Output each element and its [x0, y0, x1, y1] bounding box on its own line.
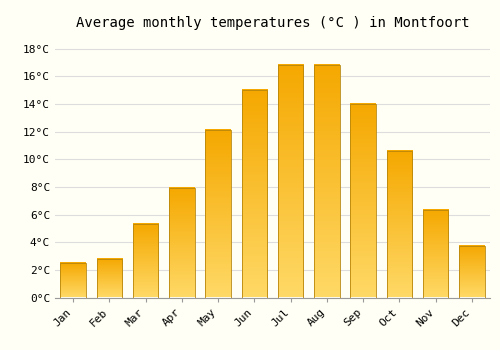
Bar [386, 151, 412, 298]
Bar [133, 224, 158, 298]
Bar [278, 65, 303, 298]
Title: Average monthly temperatures (°C ) in Montfoort: Average monthly temperatures (°C ) in Mo… [76, 16, 469, 30]
Bar [96, 259, 122, 298]
Bar [242, 90, 267, 298]
Bar [169, 188, 194, 298]
Bar [459, 246, 484, 298]
Bar [350, 104, 376, 298]
Bar [423, 210, 448, 298]
Bar [314, 65, 340, 298]
Bar [60, 263, 86, 298]
Bar [206, 130, 231, 298]
